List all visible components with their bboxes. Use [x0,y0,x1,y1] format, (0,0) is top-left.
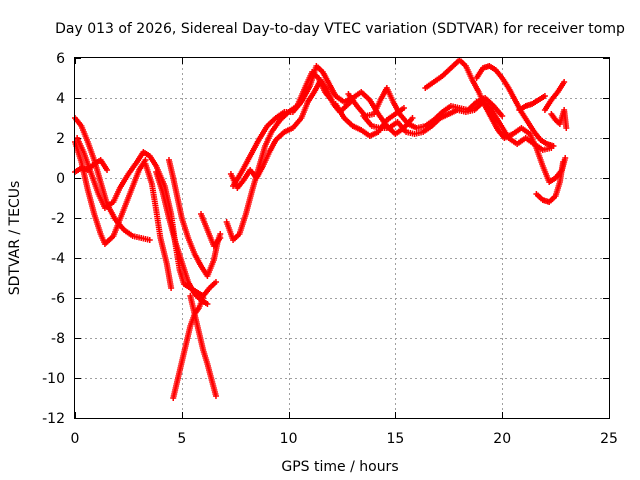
x-tick-label: 25 [600,431,618,447]
data-point [212,393,219,399]
series-sat-h [170,295,207,401]
data-point [550,143,557,149]
data-point [400,105,407,111]
data-point [168,285,175,291]
series-sat-e [142,161,175,291]
plot-frame [74,57,610,419]
data-point [217,235,224,241]
x-axis-label: GPS time / hours [281,459,398,475]
y-tick-label: -12 [42,411,65,427]
data-point [409,115,416,121]
y-axis-label: SDTVAR / TECUs [7,181,23,296]
y-tick-label: -10 [42,371,65,387]
x-tick-label: 15 [386,431,404,447]
x-tick-label: 5 [177,431,186,447]
series-sat-a [72,115,153,243]
data-series [72,57,570,401]
series-sat-i [187,293,219,399]
data-point [204,301,211,307]
data-point [562,155,569,161]
y-tick-label: 0 [56,171,65,187]
data-point [212,279,219,285]
y-tick-label: -8 [51,331,65,347]
series-sat-j [198,211,224,249]
y-tick-label: -6 [51,291,65,307]
data-point [200,295,207,301]
series-sat-t [533,159,567,205]
data-point [561,79,568,85]
data-point [499,113,506,119]
chart-title: Day 013 of 2026, Sidereal Day-to-day VTE… [55,21,625,37]
series-sat-u [541,79,568,113]
data-point [563,125,570,131]
y-tick-label: 2 [56,131,65,147]
series-sat-q [422,57,569,185]
data-point [104,167,111,173]
y-tick-label: -4 [51,251,65,267]
series-sat-l [227,77,356,191]
data-point [146,237,153,243]
data-point [541,93,548,99]
x-tick-label: 10 [280,431,298,447]
y-tick-label: 6 [56,51,65,67]
series-sat-v [548,107,570,131]
y-tick-label: 4 [56,91,65,107]
series-sat-k [223,69,335,243]
series-sat-s [516,93,548,113]
series-sat-n [332,101,407,139]
series-sat-b [72,139,149,247]
x-tick-label: 20 [493,431,511,447]
series-sat-g [165,157,224,279]
y-tick-label: -2 [51,211,65,227]
series-sat-o [345,85,506,131]
axis-ticks: 0 5 10 15 20 25 -12 -10 -8 -6 -4 -2 0 2 4 6 [42,51,618,447]
data-point [560,159,567,165]
x-tick-label: 0 [71,431,80,447]
